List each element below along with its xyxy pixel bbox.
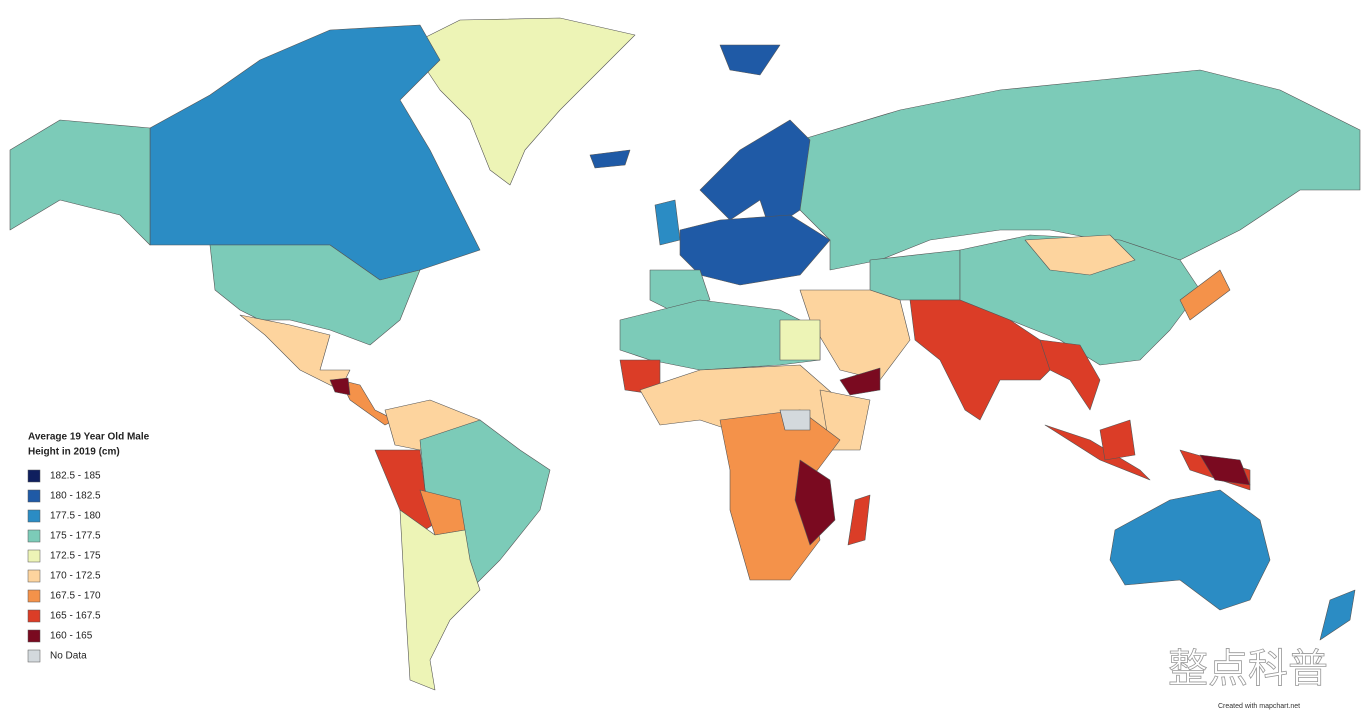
country-region bbox=[779, 319, 821, 361]
legend-label: 180 - 182.5 bbox=[50, 491, 101, 502]
country-region bbox=[1199, 454, 1251, 486]
legend-swatch bbox=[27, 649, 41, 663]
legend-swatch bbox=[27, 549, 41, 563]
legend-label: 170 - 172.5 bbox=[50, 571, 101, 582]
legend-label: 160 - 165 bbox=[50, 631, 93, 642]
legend-title: Average 19 Year Old Male bbox=[28, 432, 150, 443]
country-region bbox=[699, 119, 811, 231]
legend: Average 19 Year Old Male Height in 2019 … bbox=[27, 432, 150, 663]
credit: Created with mapchart.net bbox=[1218, 703, 1300, 710]
legend-label: 167.5 - 170 bbox=[50, 591, 101, 602]
legend-label: No Data bbox=[50, 651, 87, 662]
country-region bbox=[799, 69, 1361, 271]
watermark: 整点科普 bbox=[1168, 647, 1328, 691]
country-region bbox=[409, 17, 636, 186]
legend-swatch bbox=[27, 629, 41, 643]
legend-swatch bbox=[27, 589, 41, 603]
country-region bbox=[679, 214, 831, 286]
country-region bbox=[847, 494, 871, 546]
country-region bbox=[399, 509, 481, 691]
legend-swatch bbox=[27, 469, 41, 483]
legend-label: 182.5 - 185 bbox=[50, 471, 101, 482]
legend-swatch bbox=[27, 569, 41, 583]
country-region bbox=[149, 24, 481, 281]
country-region bbox=[1319, 589, 1356, 641]
country-region bbox=[589, 149, 631, 169]
legend-label: 165 - 167.5 bbox=[50, 611, 101, 622]
country-region bbox=[1109, 489, 1271, 611]
legend-label: 172.5 - 175 bbox=[50, 551, 101, 562]
legend-label: 177.5 - 180 bbox=[50, 511, 101, 522]
country-region bbox=[654, 199, 681, 246]
country-region bbox=[329, 377, 351, 396]
country-region bbox=[839, 367, 881, 396]
country-region bbox=[1179, 269, 1231, 321]
country-region bbox=[719, 44, 781, 76]
country-region bbox=[1039, 339, 1101, 411]
country-region bbox=[779, 409, 811, 431]
legend-swatch bbox=[27, 609, 41, 623]
country-region bbox=[1024, 234, 1136, 276]
country-region bbox=[794, 459, 836, 546]
legend-swatch bbox=[27, 529, 41, 543]
country-region bbox=[239, 314, 351, 391]
country-region bbox=[1099, 419, 1136, 461]
legend-swatch bbox=[27, 509, 41, 523]
world-map bbox=[9, 17, 1361, 691]
country-region bbox=[9, 119, 151, 246]
legend-label: 175 - 177.5 bbox=[50, 531, 101, 542]
country-region bbox=[1044, 424, 1151, 481]
country-region bbox=[909, 299, 1061, 421]
legend-swatch bbox=[27, 489, 41, 503]
legend-title: Height in 2019 (cm) bbox=[28, 447, 120, 458]
country-region bbox=[619, 299, 821, 371]
